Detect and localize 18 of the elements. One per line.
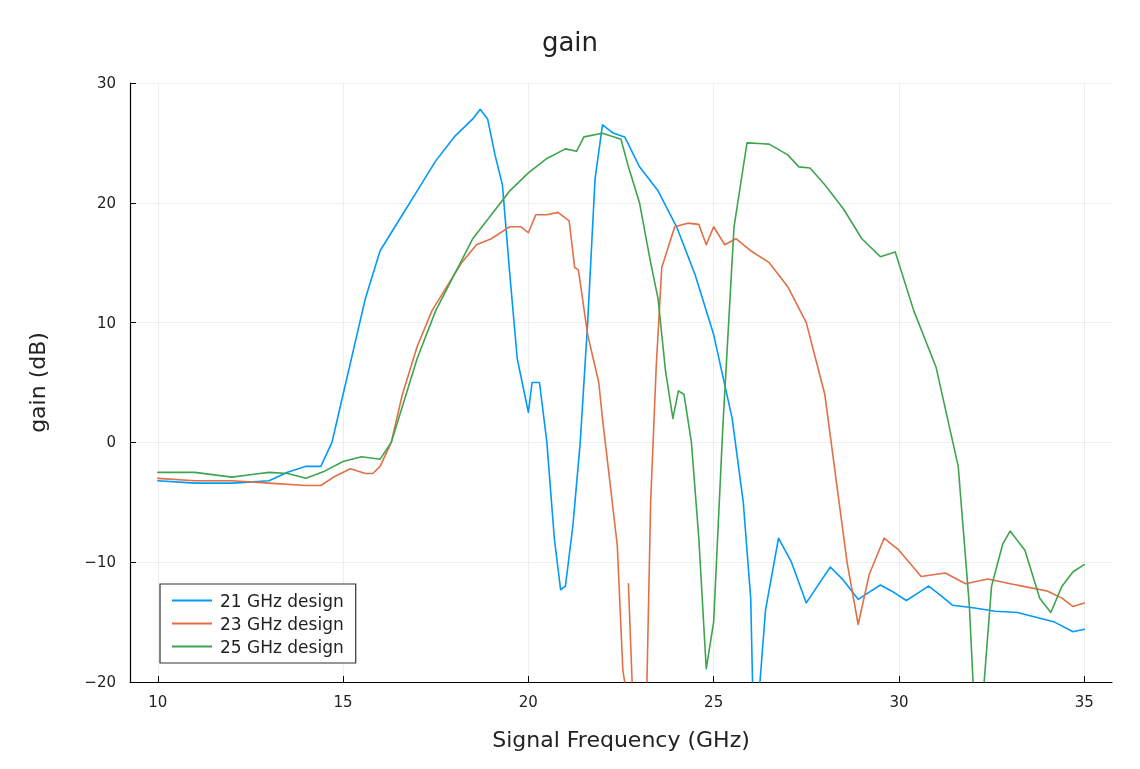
y-tick-label: 0 bbox=[106, 433, 116, 452]
y-tick-label: 20 bbox=[96, 193, 116, 212]
y-tick-label: −10 bbox=[84, 553, 116, 572]
x-tick-label: 30 bbox=[889, 692, 909, 711]
x-tick-label: 20 bbox=[518, 692, 538, 711]
y-tick-label: −20 bbox=[84, 673, 116, 691]
legend-label: 25 GHz design bbox=[220, 636, 344, 657]
y-tick-label: 10 bbox=[96, 313, 116, 332]
x-tick-label: 10 bbox=[148, 692, 168, 711]
y-axis-title: gain (dB) bbox=[24, 332, 50, 433]
x-tick-label: 15 bbox=[333, 692, 353, 711]
y-tick-label: 30 bbox=[96, 74, 116, 92]
legend-label: 21 GHz design bbox=[220, 590, 344, 611]
legend-label: 23 GHz design bbox=[220, 613, 344, 634]
x-tick-label: 35 bbox=[1074, 692, 1094, 711]
x-axis-title: Signal Frequency (GHz) bbox=[492, 726, 750, 752]
x-tick-label: 25 bbox=[704, 692, 724, 711]
chart-title: gain bbox=[541, 27, 599, 57]
